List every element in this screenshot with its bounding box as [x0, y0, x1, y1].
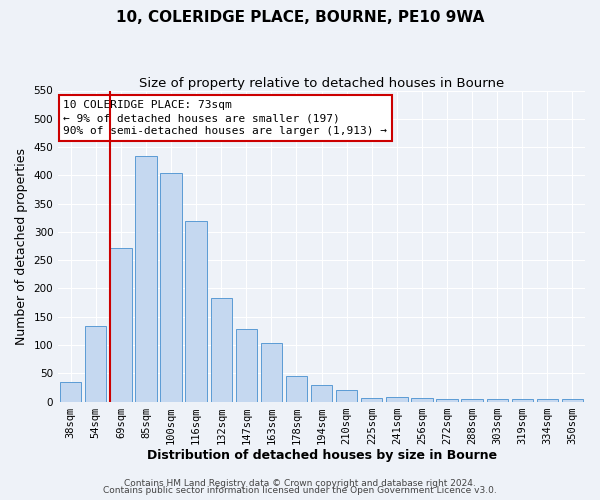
Title: Size of property relative to detached houses in Bourne: Size of property relative to detached ho… — [139, 78, 504, 90]
Bar — [261, 344, 282, 402]
Text: Contains HM Land Registry data © Crown copyright and database right 2024.: Contains HM Land Registry data © Crown c… — [124, 478, 476, 488]
Bar — [110, 248, 131, 402]
Bar — [461, 399, 483, 402]
Bar — [311, 384, 332, 402]
Text: Contains public sector information licensed under the Open Government Licence v3: Contains public sector information licen… — [103, 486, 497, 495]
Text: 10, COLERIDGE PLACE, BOURNE, PE10 9WA: 10, COLERIDGE PLACE, BOURNE, PE10 9WA — [116, 10, 484, 25]
Bar — [185, 220, 207, 402]
Bar — [487, 399, 508, 402]
Bar — [136, 156, 157, 402]
Bar — [211, 298, 232, 402]
Bar — [60, 382, 82, 402]
Bar — [537, 399, 558, 402]
Bar — [386, 397, 407, 402]
Bar — [411, 398, 433, 402]
Text: 10 COLERIDGE PLACE: 73sqm
← 9% of detached houses are smaller (197)
90% of semi-: 10 COLERIDGE PLACE: 73sqm ← 9% of detach… — [64, 100, 388, 136]
Bar — [512, 399, 533, 402]
Bar — [361, 398, 382, 402]
X-axis label: Distribution of detached houses by size in Bourne: Distribution of detached houses by size … — [146, 450, 497, 462]
Bar — [286, 376, 307, 402]
Bar — [336, 390, 358, 402]
Bar — [236, 329, 257, 402]
Bar — [160, 172, 182, 402]
Bar — [562, 399, 583, 402]
Bar — [436, 399, 458, 402]
Y-axis label: Number of detached properties: Number of detached properties — [15, 148, 28, 344]
Bar — [85, 326, 106, 402]
